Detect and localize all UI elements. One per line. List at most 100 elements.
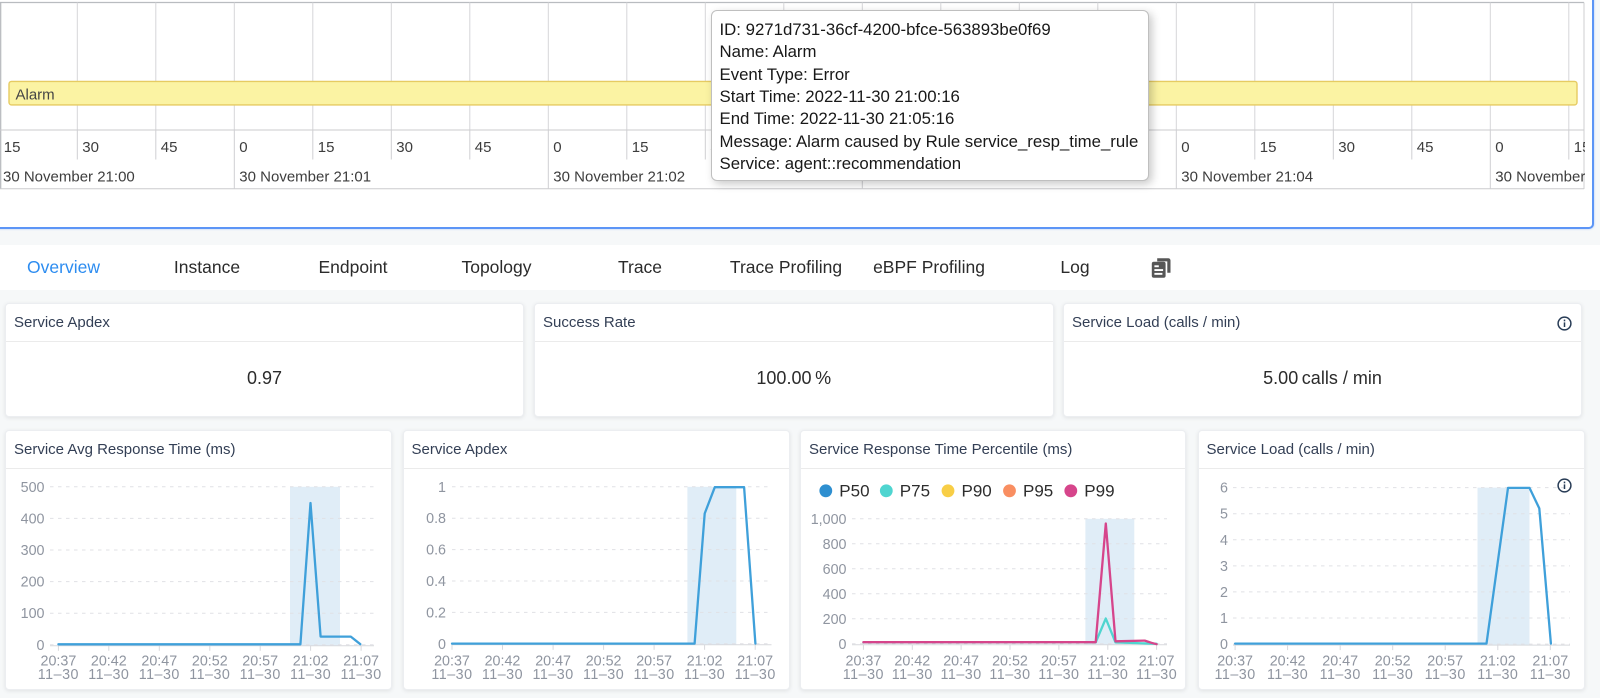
svg-text:21:02: 21:02	[1090, 654, 1126, 670]
svg-text:21:02: 21:02	[293, 654, 329, 670]
svg-text:0: 0	[438, 637, 446, 653]
svg-text:11–30: 11–30	[482, 667, 523, 683]
svg-text:20:37: 20:37	[41, 654, 77, 670]
svg-text:11–30: 11–30	[1477, 667, 1518, 683]
svg-text:45: 45	[475, 139, 492, 156]
svg-text:11–30: 11–30	[1267, 667, 1308, 683]
svg-text:0: 0	[1181, 139, 1189, 156]
svg-text:0: 0	[839, 637, 847, 653]
svg-text:11–30: 11–30	[1038, 667, 1079, 683]
svg-text:2: 2	[1220, 585, 1228, 601]
svg-text:30 November 21:05: 30 November 21:05	[1495, 169, 1585, 186]
svg-text:0: 0	[37, 638, 45, 654]
svg-text:0: 0	[239, 139, 247, 156]
svg-text:11–30: 11–30	[1214, 667, 1255, 683]
svg-text:0.4: 0.4	[426, 574, 446, 590]
svg-text:15: 15	[4, 139, 21, 156]
svg-text:11–30: 11–30	[1320, 667, 1361, 683]
svg-text:20:52: 20:52	[992, 654, 1028, 670]
svg-text:20:47: 20:47	[943, 654, 979, 670]
svg-text:1: 1	[438, 480, 446, 496]
svg-text:P50: P50	[839, 482, 869, 501]
svg-text:11–30: 11–30	[240, 667, 281, 683]
svg-text:11–30: 11–30	[735, 667, 776, 683]
svg-text:0: 0	[1220, 637, 1228, 653]
svg-text:P95: P95	[1023, 482, 1053, 501]
svg-text:30 November 21:04: 30 November 21:04	[1181, 169, 1313, 186]
svg-text:20:57: 20:57	[1041, 654, 1077, 670]
svg-text:30: 30	[82, 139, 99, 156]
svg-text:11–30: 11–30	[1530, 667, 1571, 683]
svg-text:0.2: 0.2	[426, 605, 446, 621]
svg-text:20:37: 20:37	[1217, 654, 1253, 670]
svg-text:20:42: 20:42	[1270, 654, 1306, 670]
svg-text:20:52: 20:52	[1375, 654, 1411, 670]
svg-text:600: 600	[823, 562, 847, 578]
svg-text:0.8: 0.8	[426, 511, 446, 527]
svg-text:1,000: 1,000	[811, 512, 847, 528]
svg-text:6: 6	[1220, 481, 1228, 497]
svg-text:11–30: 11–30	[583, 667, 624, 683]
svg-text:21:02: 21:02	[1480, 654, 1516, 670]
svg-text:300: 300	[21, 543, 45, 559]
svg-text:400: 400	[823, 587, 847, 603]
svg-text:30 November 21:01: 30 November 21:01	[239, 169, 371, 186]
svg-text:0: 0	[553, 139, 561, 156]
svg-text:3: 3	[1220, 559, 1228, 575]
svg-text:20:57: 20:57	[636, 654, 672, 670]
svg-text:30: 30	[1338, 139, 1355, 156]
svg-text:11–30: 11–30	[189, 667, 230, 683]
svg-text:11–30: 11–30	[1087, 667, 1128, 683]
svg-text:11–30: 11–30	[843, 667, 884, 683]
svg-text:500: 500	[21, 480, 45, 496]
svg-text:5: 5	[1220, 507, 1228, 523]
svg-text:15: 15	[1260, 139, 1277, 156]
svg-text:P90: P90	[962, 482, 992, 501]
svg-text:0: 0	[1495, 139, 1503, 156]
svg-text:P75: P75	[900, 482, 930, 501]
svg-text:400: 400	[21, 511, 45, 527]
svg-text:21:07: 21:07	[1139, 654, 1175, 670]
svg-text:11–30: 11–30	[892, 667, 933, 683]
svg-text:P99: P99	[1084, 482, 1114, 501]
svg-text:11–30: 11–30	[88, 667, 129, 683]
svg-text:100: 100	[21, 606, 45, 622]
svg-text:11–30: 11–30	[290, 667, 331, 683]
svg-text:45: 45	[161, 139, 178, 156]
svg-text:45: 45	[1417, 139, 1434, 156]
svg-text:800: 800	[823, 537, 847, 553]
svg-text:30 November 21:00: 30 November 21:00	[3, 169, 135, 186]
svg-text:11–30: 11–30	[684, 667, 725, 683]
svg-text:11–30: 11–30	[431, 667, 472, 683]
svg-text:11–30: 11–30	[1425, 667, 1466, 683]
svg-text:200: 200	[823, 612, 847, 628]
svg-text:21:07: 21:07	[737, 654, 773, 670]
svg-text:30 November 21:02: 30 November 21:02	[553, 169, 685, 186]
svg-text:11–30: 11–30	[1136, 667, 1177, 683]
svg-text:21:07: 21:07	[343, 654, 379, 670]
svg-text:11–30: 11–30	[340, 667, 381, 683]
svg-text:11–30: 11–30	[1372, 667, 1413, 683]
svg-text:11–30: 11–30	[940, 667, 981, 683]
svg-text:4: 4	[1220, 533, 1228, 549]
svg-text:20:47: 20:47	[1322, 654, 1358, 670]
svg-text:21:07: 21:07	[1532, 654, 1568, 670]
svg-text:11–30: 11–30	[38, 667, 79, 683]
svg-text:20:57: 20:57	[242, 654, 278, 670]
svg-text:20:47: 20:47	[535, 654, 571, 670]
svg-text:21:02: 21:02	[687, 654, 723, 670]
svg-text:15: 15	[1574, 139, 1585, 156]
svg-text:20:42: 20:42	[894, 654, 930, 670]
svg-text:20:42: 20:42	[91, 654, 127, 670]
svg-text:Alarm: Alarm	[16, 87, 55, 104]
svg-text:15: 15	[632, 139, 649, 156]
svg-text:20:57: 20:57	[1427, 654, 1463, 670]
svg-text:20:37: 20:37	[434, 654, 470, 670]
svg-text:20:37: 20:37	[846, 654, 882, 670]
svg-text:20:42: 20:42	[485, 654, 521, 670]
svg-text:1: 1	[1220, 611, 1228, 627]
svg-text:20:47: 20:47	[141, 654, 177, 670]
svg-text:11–30: 11–30	[633, 667, 674, 683]
svg-text:15: 15	[318, 139, 335, 156]
svg-text:11–30: 11–30	[989, 667, 1030, 683]
